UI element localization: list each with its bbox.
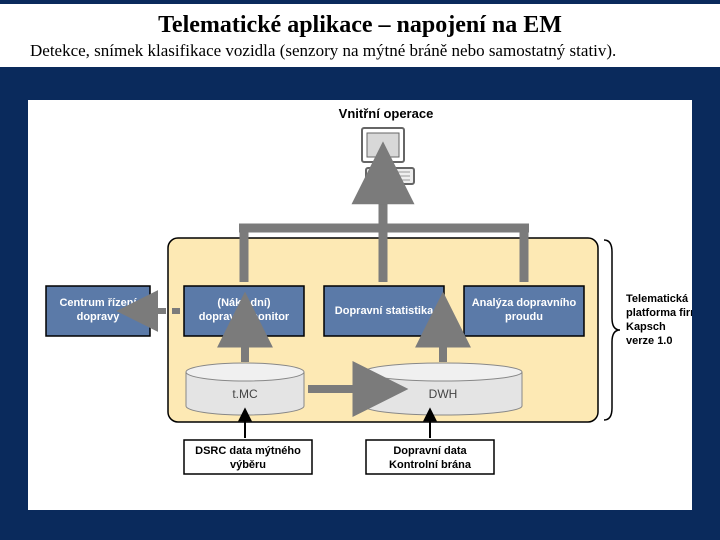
cylinder-tmc: t.MC bbox=[186, 363, 304, 415]
svg-text:t.MC: t.MC bbox=[232, 387, 258, 401]
svg-text:výběru: výběru bbox=[230, 459, 266, 471]
svg-text:DWH: DWH bbox=[429, 387, 458, 401]
svg-text:Kontrolní brána: Kontrolní brána bbox=[389, 459, 472, 471]
side-label-1: Telematická bbox=[626, 293, 689, 305]
cylinder-dwh: DWH bbox=[364, 363, 522, 415]
svg-text:proudu: proudu bbox=[505, 311, 543, 323]
svg-text:Dopravní statistika: Dopravní statistika bbox=[335, 305, 434, 317]
box-centrum: Centrum řízení dopravy bbox=[46, 286, 150, 336]
inner-ops-label: Vnitřní operace bbox=[339, 106, 434, 121]
svg-text:(Nákladní): (Nákladní) bbox=[217, 297, 271, 309]
svg-text:dopravy: dopravy bbox=[77, 311, 121, 323]
box-statistika: Dopravní statistika bbox=[324, 286, 444, 336]
side-label-4: verze 1.0 bbox=[626, 335, 672, 347]
side-label-2: platforma firmy bbox=[626, 307, 692, 319]
diagram-canvas: Vnitřní operace (Nákladní) dopravní moni… bbox=[28, 100, 692, 510]
page-subtitle: Detekce, snímek klasifikace vozidla (sen… bbox=[0, 41, 720, 67]
computer-icon bbox=[362, 128, 414, 184]
side-label-3: Kapsch bbox=[626, 321, 666, 333]
page-title: Telematické aplikace – napojení na EM bbox=[0, 4, 720, 41]
svg-text:Centrum řízení: Centrum řízení bbox=[59, 297, 137, 309]
box-analyza: Analýza dopravního proudu bbox=[464, 286, 584, 336]
brace-icon bbox=[604, 240, 620, 420]
svg-text:DSRC data mýtného: DSRC data mýtného bbox=[195, 445, 301, 457]
svg-text:Dopravní data: Dopravní data bbox=[393, 445, 467, 457]
callout-dsrc: DSRC data mýtného výběru bbox=[184, 440, 312, 474]
box-monitor: (Nákladní) dopravní monitor bbox=[184, 286, 304, 336]
callout-dopravni: Dopravní data Kontrolní brána bbox=[366, 440, 494, 474]
svg-text:dopravní monitor: dopravní monitor bbox=[199, 311, 290, 323]
svg-text:Analýza dopravního: Analýza dopravního bbox=[472, 297, 577, 309]
